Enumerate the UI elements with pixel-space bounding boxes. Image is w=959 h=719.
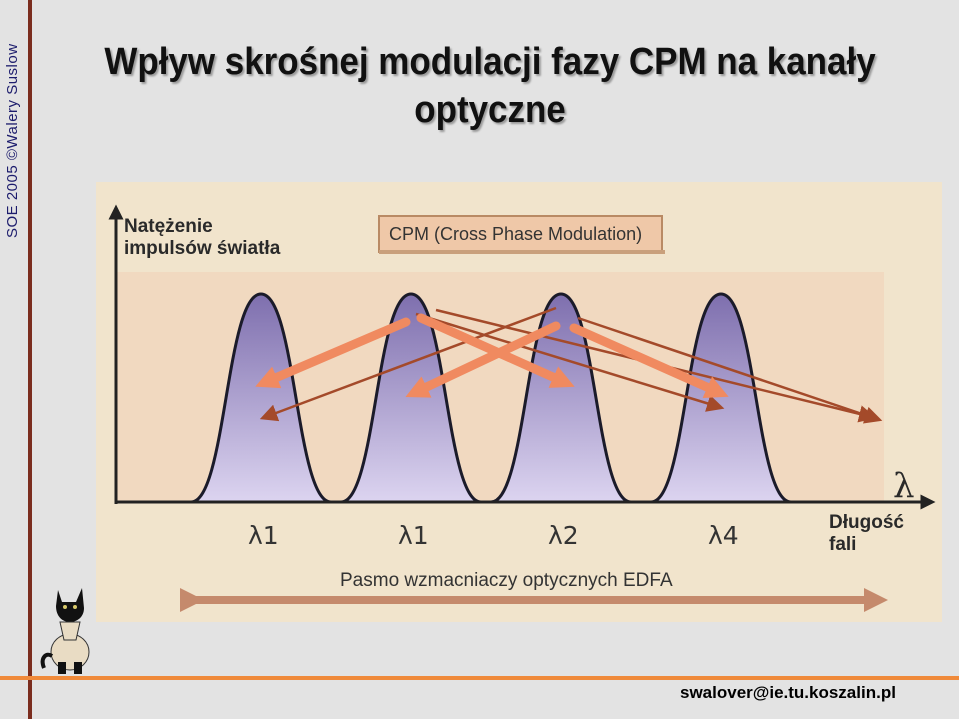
channel-label: λ1 [398,521,429,550]
cpm-diagram: Natężenie impulsów światła CPM (Cross Ph… [96,182,942,622]
cpm-box-label: CPM (Cross Phase Modulation) [389,224,642,244]
y-axis-label-line1: Natężenie [124,216,213,237]
side-vertical-text: SOE 2005 ©Walery Suslow [4,43,21,238]
cpm-box-shadow [379,250,665,254]
channel-label: λ2 [548,521,579,550]
lambda-symbol: λ [893,466,915,506]
cpm-box [378,215,663,253]
slide-title: Wpływ skrośnej modulacji fazy CPM na kan… [40,38,940,134]
channel-label: λ4 [708,521,739,550]
x-axis-label-line1: Długość [829,512,904,533]
channel-label: λ1 [248,521,279,550]
thick-arrow-1 [255,317,411,389]
thin-arrow-3 [259,306,557,422]
cat-icon [40,588,90,674]
title-line-2: optyczne [414,89,566,131]
y-axis-label-line2: impulsów światła [124,238,281,259]
pulse-3 [490,292,632,504]
band-label: Pasmo wzmacniaczy optycznych EDFA [340,570,673,591]
thin-arrow-1 [415,312,725,412]
thick-arrow-4 [569,323,729,398]
author-email: swalover@ie.tu.koszalin.pl [680,683,896,702]
bottom-divider [0,676,959,680]
thick-arrow-2 [416,313,575,388]
pulse-2 [340,292,482,504]
side-divider [28,0,32,719]
x-axis-label-line2: fali [829,534,856,555]
pulse-1 [190,292,332,504]
thin-arrow-4 [577,316,883,424]
thick-arrow-3 [405,321,561,398]
title-line-1: Wpływ skrośnej modulacji fazy CPM na kan… [104,41,876,83]
